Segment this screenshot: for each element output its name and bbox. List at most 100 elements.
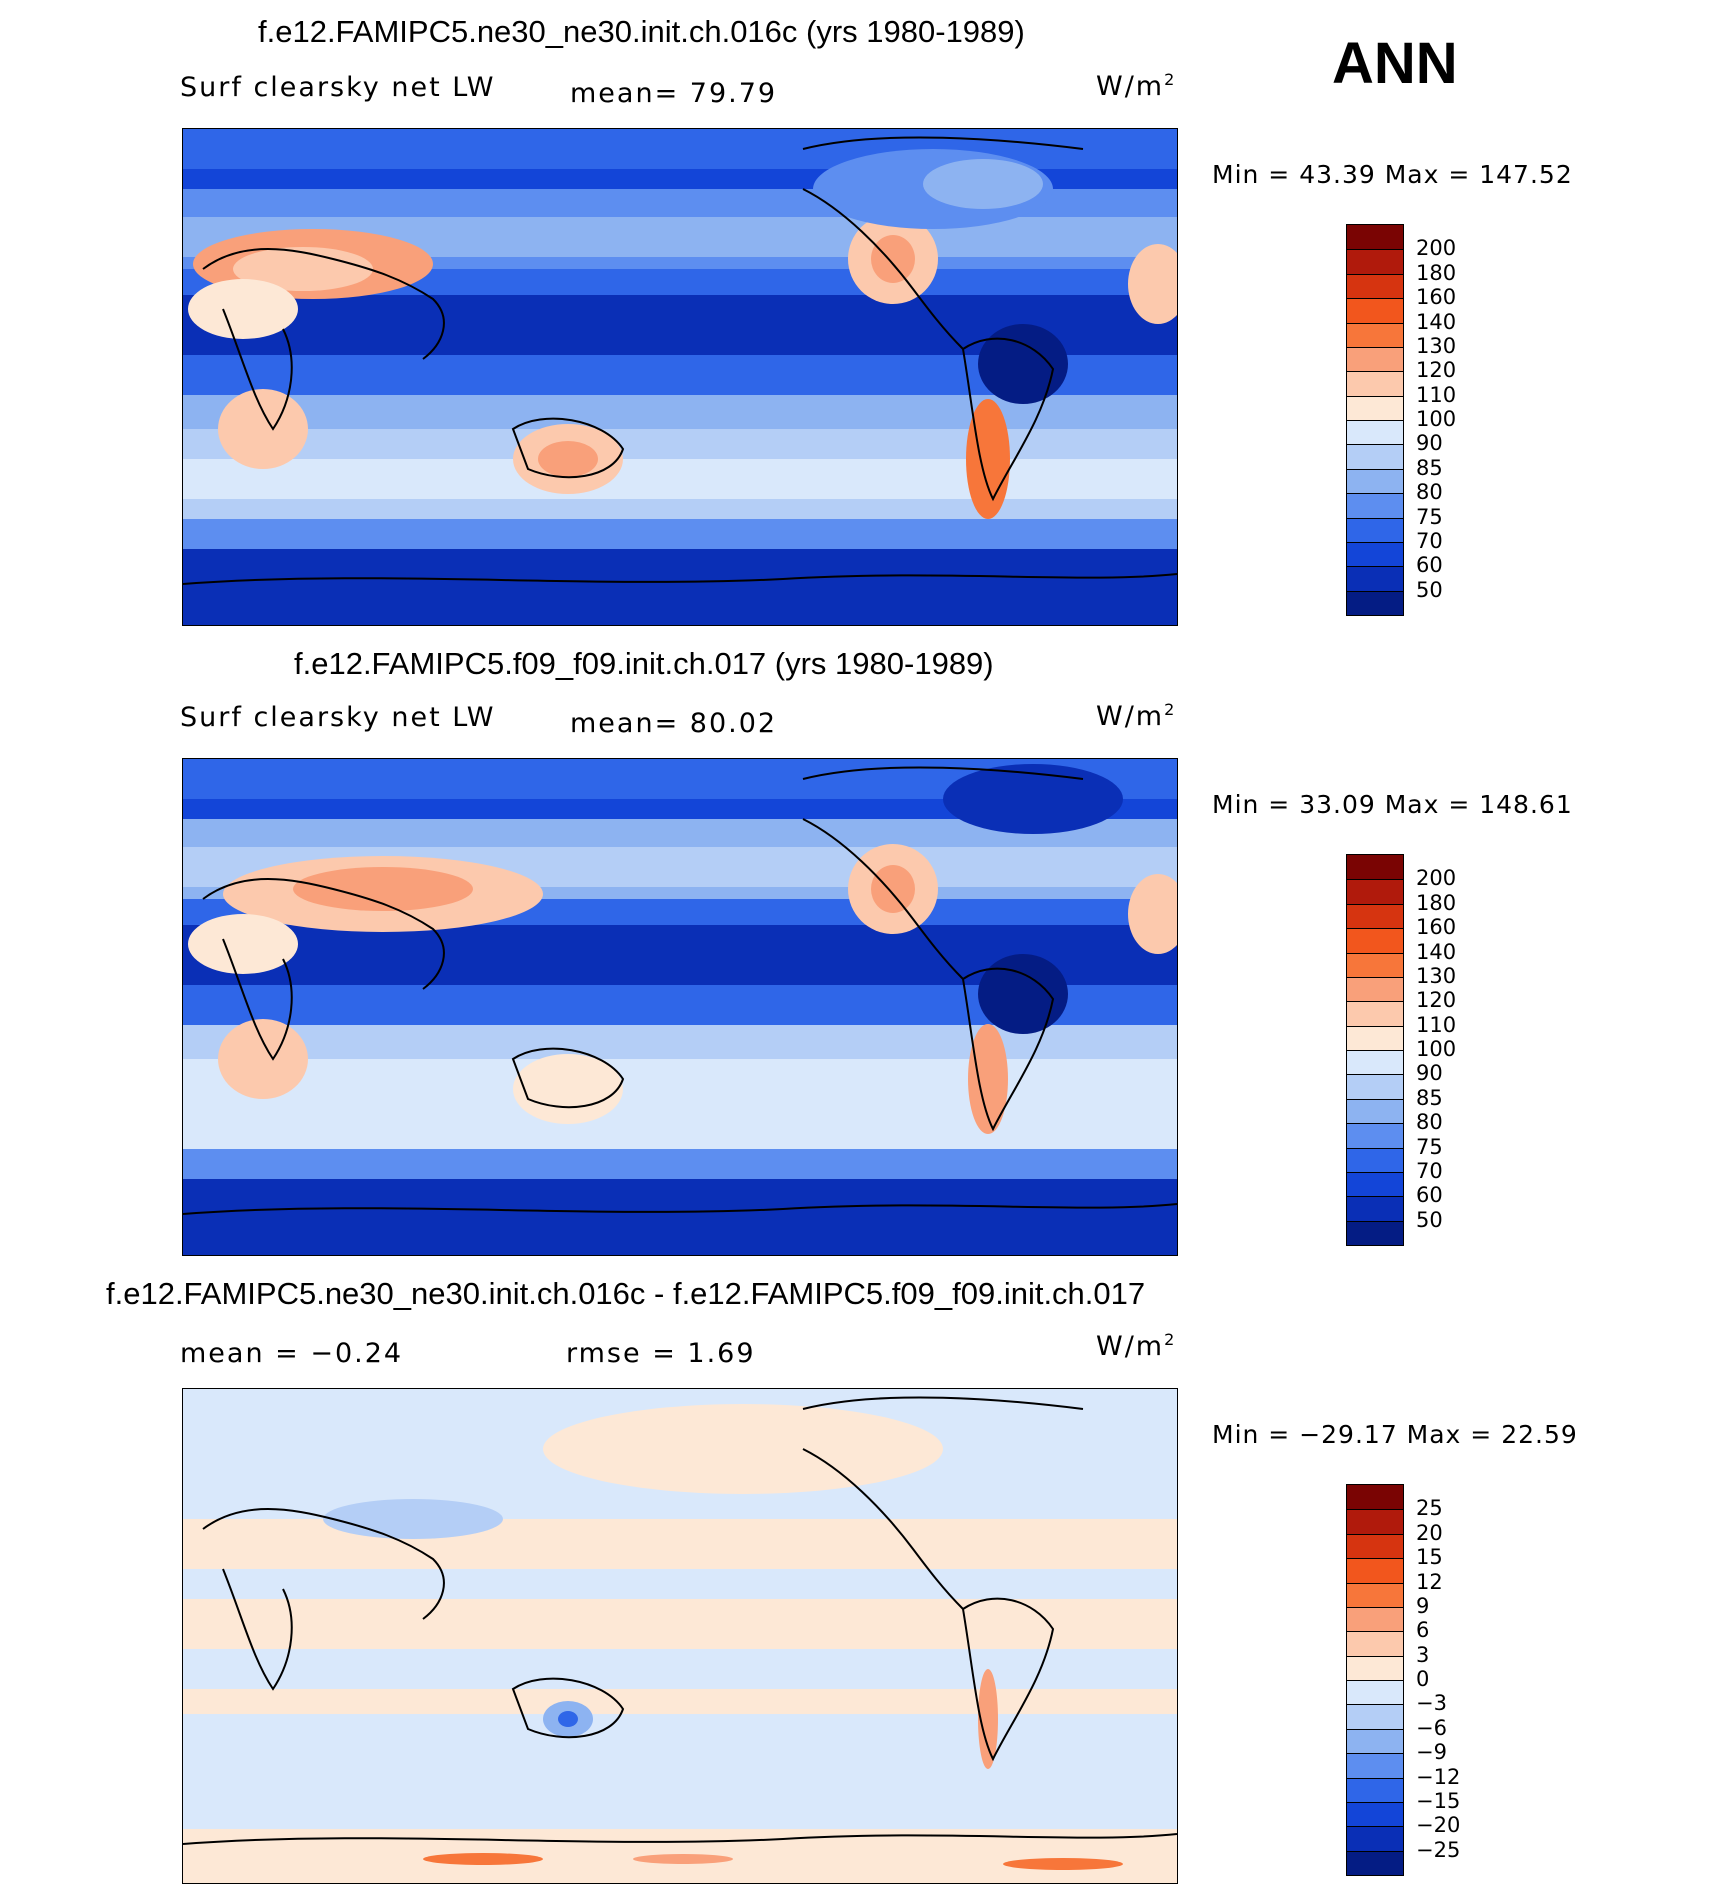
colorbar-tick-label: 90 <box>1416 431 1443 456</box>
colorbar-swatch <box>1347 1001 1403 1026</box>
min-max-label: Min = −29.17 Max = 22.59 <box>1212 1420 1578 1449</box>
colorbar-tick-label: 6 <box>1416 1618 1430 1643</box>
colorbar-swatch <box>1347 952 1403 977</box>
colorbar-tick-label: 160 <box>1416 915 1457 940</box>
colorbar-tick-label: 85 <box>1416 1085 1443 1110</box>
colorbar-tick-label: 140 <box>1416 309 1457 334</box>
colorbar-swatch <box>1347 1485 1403 1510</box>
colorbar-tick-label: 20 <box>1416 1520 1443 1545</box>
colorbar-tick-label: 50 <box>1416 577 1443 602</box>
colorbar-tick-label: −25 <box>1416 1837 1461 1862</box>
map-plot <box>182 128 1178 626</box>
colorbar-tick-label: −20 <box>1416 1813 1461 1838</box>
panel-title: f.e12.FAMIPC5.f09_f09.init.ch.017 (yrs 1… <box>294 646 994 681</box>
colorbar-swatch <box>1347 1123 1403 1148</box>
colorbar-tick-label: 160 <box>1416 285 1457 310</box>
colorbar-tick-label: 140 <box>1416 939 1457 964</box>
mean-label: mean = −0.24 <box>180 1338 404 1369</box>
colorbar-swatch <box>1347 273 1403 299</box>
colorbar-swatch <box>1347 1631 1403 1656</box>
mean-label: mean= 80.02 <box>570 708 778 739</box>
colorbar-swatch <box>1347 444 1403 469</box>
colorbar-tick-label: 60 <box>1416 1183 1443 1208</box>
colorbar-swatch <box>1347 903 1403 929</box>
colorbar-tick-label: 100 <box>1416 407 1457 431</box>
colorbar-tick-label: 3 <box>1416 1642 1430 1667</box>
colorbar-swatch <box>1347 541 1403 567</box>
colorbar-tick-label: 200 <box>1416 236 1457 261</box>
colorbar-tick-label: 110 <box>1416 382 1457 407</box>
min-max-label: Min = 43.39 Max = 147.52 <box>1212 160 1573 189</box>
colorbar-swatch <box>1347 1680 1403 1705</box>
colorbar-tick-label: −15 <box>1416 1788 1461 1813</box>
colorbar-swatch <box>1347 976 1403 1002</box>
colorbar-swatch <box>1347 1098 1403 1124</box>
colorbar <box>1346 854 1404 1246</box>
colorbar-tick-label: 200 <box>1416 866 1457 891</box>
colorbar-tick-label: 25 <box>1416 1496 1443 1521</box>
colorbar-swatch <box>1347 1025 1403 1050</box>
map-plot <box>182 1388 1178 1884</box>
contour-field <box>183 129 1177 625</box>
colorbar-swatch <box>1347 1533 1403 1559</box>
colorbar-swatch <box>1347 420 1403 445</box>
colorbar-tick-label: 70 <box>1416 1158 1443 1183</box>
colorbar-swatch <box>1347 1171 1403 1197</box>
colorbar-tick-label: 110 <box>1416 1012 1457 1037</box>
colorbar-swatch <box>1347 1582 1403 1607</box>
colorbar-swatch <box>1347 1074 1403 1099</box>
colorbar <box>1346 1484 1404 1876</box>
colorbar-swatch <box>1347 225 1403 250</box>
colorbar-swatch <box>1347 1850 1403 1875</box>
colorbar-tick-label: 120 <box>1416 988 1457 1013</box>
colorbar-swatch <box>1347 1655 1403 1680</box>
colorbar-swatch <box>1347 590 1403 615</box>
colorbar-swatch <box>1347 1050 1403 1075</box>
colorbar-swatch <box>1347 1606 1403 1632</box>
colorbar-tick-label: 180 <box>1416 890 1457 915</box>
colorbar-tick-label: 80 <box>1416 1110 1443 1135</box>
colorbar-tick-label: 50 <box>1416 1207 1443 1232</box>
panel-title: f.e12.FAMIPC5.ne30_ne30.init.ch.016c - f… <box>106 1276 1146 1311</box>
colorbar-tick-label: 180 <box>1416 260 1457 285</box>
colorbar-swatch <box>1347 322 1403 347</box>
season-label: ANN <box>1332 31 1458 96</box>
colorbar-swatch <box>1347 1220 1403 1245</box>
colorbar-tick-label: 60 <box>1416 553 1443 578</box>
panel-title: f.e12.FAMIPC5.ne30_ne30.init.ch.016c (yr… <box>258 14 1025 49</box>
colorbar-tick-label: 100 <box>1416 1037 1457 1061</box>
variable-label: Surf clearsky net LW <box>180 72 496 103</box>
colorbar-tick-label: 70 <box>1416 528 1443 553</box>
colorbar-tick-label: 130 <box>1416 333 1457 358</box>
contour-field <box>183 759 1177 1255</box>
colorbar-swatch <box>1347 395 1403 420</box>
colorbar-tick-label: −9 <box>1416 1740 1447 1765</box>
units-label: W/m2 <box>1096 70 1177 102</box>
colorbar-tick-label: −12 <box>1416 1764 1461 1789</box>
map-plot <box>182 758 1178 1256</box>
colorbar-swatch <box>1347 879 1403 904</box>
colorbar-tick-label: 85 <box>1416 455 1443 480</box>
colorbar-tick-label: 90 <box>1416 1061 1443 1086</box>
colorbar-swatch <box>1347 1826 1403 1851</box>
min-max-label: Min = 33.09 Max = 148.61 <box>1212 790 1573 819</box>
variable-label: Surf clearsky net LW <box>180 702 496 733</box>
colorbar-swatch <box>1347 1558 1403 1583</box>
units-label: W/m2 <box>1096 1330 1177 1362</box>
mean-label: mean= 79.79 <box>570 78 778 109</box>
colorbar-tick-label: 75 <box>1416 1134 1443 1159</box>
colorbar-tick-label: 80 <box>1416 480 1443 505</box>
colorbar-swatch <box>1347 517 1403 542</box>
colorbar-swatch <box>1347 346 1403 372</box>
colorbar-swatch <box>1347 1509 1403 1534</box>
colorbar-swatch <box>1347 493 1403 518</box>
colorbar-tick-label: 130 <box>1416 963 1457 988</box>
colorbar-tick-label: 0 <box>1416 1667 1430 1691</box>
colorbar-swatch <box>1347 855 1403 880</box>
colorbar-tick-label: −3 <box>1416 1691 1447 1716</box>
colorbar-swatch <box>1347 928 1403 953</box>
colorbar-swatch <box>1347 468 1403 494</box>
colorbar-swatch <box>1347 1196 1403 1221</box>
units-label: W/m2 <box>1096 700 1177 732</box>
colorbar-tick-label: −6 <box>1416 1715 1447 1740</box>
